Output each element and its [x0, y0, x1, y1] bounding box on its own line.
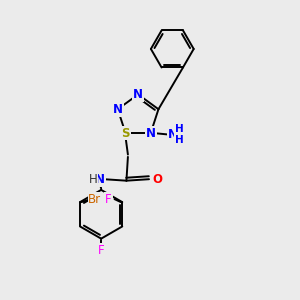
Text: N: N	[95, 173, 105, 186]
Text: N: N	[133, 88, 143, 101]
Text: F: F	[105, 193, 112, 206]
Text: N: N	[146, 127, 156, 140]
Text: H: H	[175, 124, 184, 134]
Text: Br: Br	[88, 193, 101, 206]
Text: S: S	[121, 127, 130, 140]
Text: N: N	[168, 128, 178, 141]
Text: N: N	[113, 103, 123, 116]
Text: F: F	[98, 244, 104, 257]
Text: O: O	[152, 173, 162, 186]
Text: H: H	[89, 173, 98, 186]
Text: H: H	[175, 135, 184, 145]
